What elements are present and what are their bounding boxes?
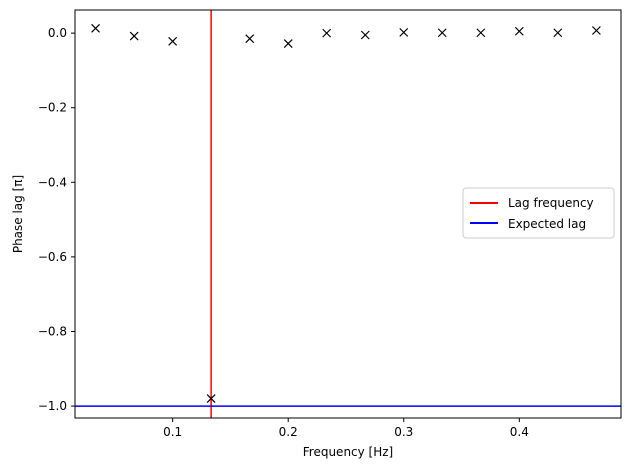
plot-area: 0.1 0.2 0.3 0.4 0.0 −0.2 −0.4 −0.6 −0.8 −1.0 [38, 9, 622, 439]
x-axis-ticks: 0.1 0.2 0.3 0.4 [163, 418, 529, 439]
y-axis-label: Phase lag [π] [11, 175, 25, 253]
y-tick-label: −0.6 [38, 250, 67, 264]
data-point-x-marker [399, 27, 409, 37]
x-tick-label: 0.3 [394, 425, 413, 439]
data-point-x-marker [322, 28, 332, 38]
data-point-x-marker [553, 28, 563, 38]
x-axis-label: Frequency [Hz] [303, 445, 394, 459]
data-point-x-marker [476, 28, 486, 38]
y-tick-label: −0.2 [38, 101, 67, 115]
legend-box [462, 187, 615, 239]
legend-label-expected-lag: Expected lag [508, 217, 586, 231]
x-tick-label: 0.1 [163, 425, 182, 439]
y-tick-label: 0.0 [48, 26, 67, 40]
data-point-x-marker [129, 31, 139, 41]
y-tick-label: −0.4 [38, 175, 67, 189]
legend-label-lag-frequency: Lag frequency [508, 196, 594, 210]
reference-lines [75, 10, 621, 418]
data-point-x-marker [591, 26, 601, 35]
data-points [91, 23, 601, 404]
data-point-x-marker [91, 23, 100, 33]
legend: Lag frequency Expected lag [462, 187, 615, 239]
data-point-x-marker [360, 30, 370, 40]
x-tick-label: 0.4 [510, 425, 529, 439]
x-tick-label: 0.2 [279, 425, 298, 439]
y-axis-ticks: 0.0 −0.2 −0.4 −0.6 −0.8 −1.0 [38, 26, 75, 413]
y-tick-label: −0.8 [38, 324, 67, 338]
data-point-x-marker [245, 34, 255, 44]
data-point-x-marker [514, 26, 524, 36]
data-point-x-marker [437, 28, 447, 38]
data-point-x-marker [168, 36, 178, 46]
y-tick-label: −1.0 [38, 399, 67, 413]
data-point-x-marker [206, 394, 216, 404]
plot-frame [74, 9, 622, 419]
data-point-x-marker [283, 39, 293, 48]
